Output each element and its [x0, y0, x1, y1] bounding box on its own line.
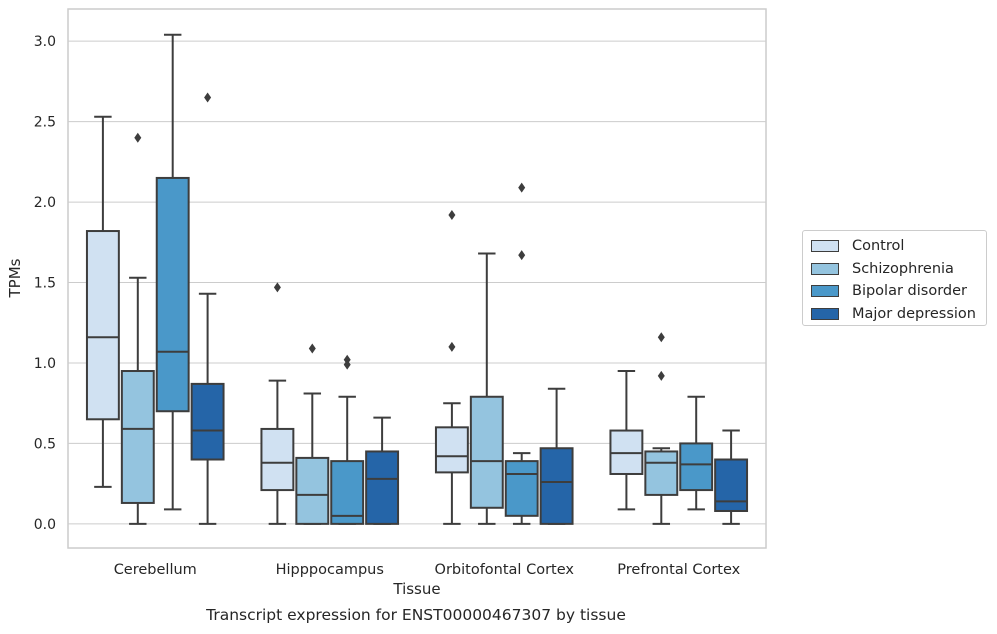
box-cat3-ser1 — [644, 450, 679, 496]
outlier-cat0-ser3-0 — [204, 92, 212, 103]
y-axis-label: TPMs — [6, 258, 24, 298]
outlier-cat1-ser0-0 — [273, 282, 281, 293]
y-tick-label-4: 2.0 — [34, 195, 56, 211]
box-cat0-ser0 — [85, 230, 120, 421]
box-cat2-ser2 — [504, 460, 539, 517]
box-cat1-ser3 — [365, 450, 400, 525]
y-tick-label-2: 1.0 — [34, 356, 56, 372]
y-tick-label-5: 2.5 — [34, 115, 56, 131]
legend-swatch-control — [811, 240, 839, 253]
legend-label-bipolar: Bipolar disorder — [852, 283, 967, 300]
box-cat2-ser3 — [539, 447, 574, 525]
legend-item-bipolar: Bipolar disorder — [811, 280, 978, 303]
x-tick-label-3: Prefrontal Cortex — [617, 562, 740, 578]
legend-swatch-schizophrenia — [811, 262, 839, 275]
outlier-cat3-ser1-0 — [657, 370, 665, 381]
chart-caption: Transcript expression for ENST0000046730… — [206, 606, 626, 624]
y-tick-label-0: 0.0 — [34, 517, 56, 533]
legend-swatch-major-depression — [811, 307, 839, 320]
outlier-cat1-ser2-1 — [343, 354, 351, 365]
outlier-cat2-ser2-1 — [518, 182, 526, 193]
outlier-cat3-ser1-1 — [657, 332, 665, 343]
outlier-cat2-ser0-1 — [448, 209, 456, 220]
legend-swatch-bipolar — [811, 285, 839, 298]
box-cat0-ser3 — [190, 382, 225, 461]
plot-frame — [67, 8, 767, 549]
box-cat3-ser3 — [714, 458, 749, 512]
legend-item-schizophrenia: Schizophrenia — [811, 258, 978, 281]
box-cat1-ser2 — [330, 460, 365, 525]
legend-label-control: Control — [852, 238, 905, 255]
box-cat3-ser2 — [679, 442, 714, 492]
box-cat1-ser0 — [260, 427, 295, 492]
y-tick-label-3: 1.5 — [34, 276, 56, 292]
box-cat1-ser1 — [295, 456, 330, 525]
legend: Control Schizophrenia Bipolar disorder M… — [802, 230, 987, 326]
x-tick-label-0: Cerebellum — [114, 562, 197, 578]
legend-item-major-depression: Major depression — [811, 303, 978, 326]
legend-item-control: Control — [811, 235, 978, 258]
y-tick-label-1: 0.5 — [34, 436, 56, 452]
legend-label-major-depression: Major depression — [852, 305, 976, 322]
box-cat2-ser1 — [469, 395, 504, 509]
outlier-cat0-ser1-0 — [134, 132, 142, 143]
box-cat0-ser2 — [155, 176, 190, 413]
box-cat2-ser0 — [434, 426, 469, 474]
y-tick-label-6: 3.0 — [34, 34, 56, 50]
outlier-cat2-ser2-0 — [518, 250, 526, 261]
outlier-cat1-ser1-0 — [308, 343, 316, 354]
x-tick-label-2: Orbitofontal Cortex — [435, 562, 575, 578]
x-tick-label-1: Hipppocampus — [276, 562, 384, 578]
outlier-cat2-ser0-0 — [448, 341, 456, 352]
legend-label-schizophrenia: Schizophrenia — [852, 260, 954, 277]
x-axis-label: Tissue — [393, 580, 441, 598]
box-cat0-ser1 — [120, 370, 155, 504]
